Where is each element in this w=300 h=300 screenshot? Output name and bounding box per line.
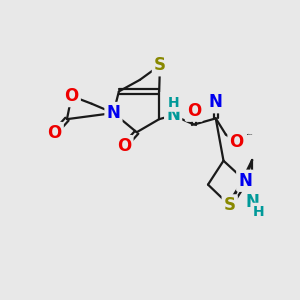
Text: N: N bbox=[238, 172, 252, 190]
Text: O: O bbox=[230, 133, 244, 151]
Text: O: O bbox=[187, 102, 201, 120]
Text: S: S bbox=[224, 196, 236, 214]
Text: O: O bbox=[64, 87, 79, 105]
Text: methoxy: methoxy bbox=[247, 134, 253, 135]
Text: methoxy: methoxy bbox=[247, 133, 253, 135]
Text: N: N bbox=[106, 104, 120, 122]
Text: S: S bbox=[154, 56, 166, 74]
Text: N: N bbox=[209, 93, 223, 111]
Text: N: N bbox=[245, 193, 259, 211]
Text: H: H bbox=[167, 96, 179, 110]
Text: H: H bbox=[253, 205, 264, 219]
Text: N: N bbox=[166, 106, 180, 124]
Text: O: O bbox=[117, 137, 131, 155]
Text: O: O bbox=[47, 124, 62, 142]
